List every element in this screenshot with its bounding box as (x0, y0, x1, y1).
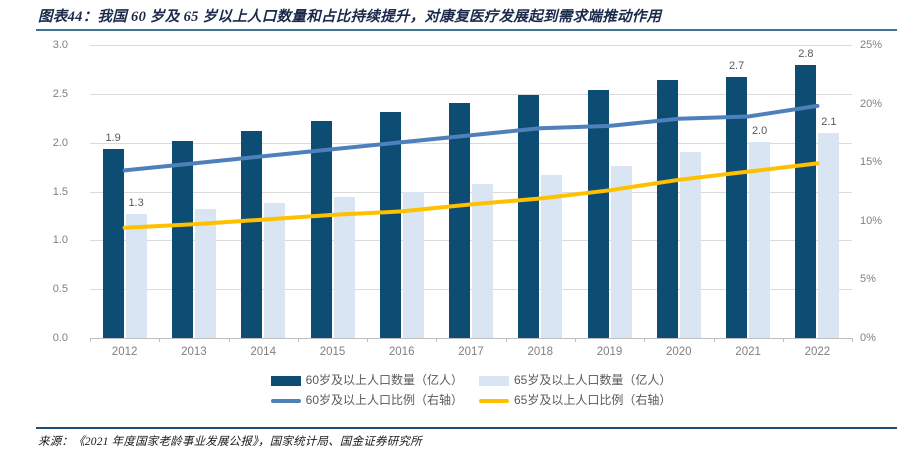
figure-title: 图表44：我国 60 岁及 65 岁以上人口数量和占比持续提升，对康复医疗发展起… (38, 9, 662, 25)
bar-pop65-2021 (749, 141, 771, 338)
bar-value-label: 2.8 (798, 47, 814, 60)
bar-pop60-2015 (310, 121, 332, 338)
x-axis-tick (852, 338, 853, 342)
bar-pop60-2019 (587, 89, 609, 338)
y-axis-label-right: 20% (860, 97, 883, 110)
legend-label-pop60: 60岁及以上人口数量（亿人） (305, 373, 463, 387)
y-axis-label-left: 2.0 (52, 136, 68, 149)
y-axis-label-right: 15% (860, 156, 883, 169)
legend-swatch-ratio60 (270, 398, 301, 403)
x-axis-tick (574, 338, 576, 342)
y-axis-label-right: 25% (860, 39, 883, 51)
y-axis-label-right: 10% (860, 214, 883, 227)
line-ratio60 (122, 103, 820, 173)
y-axis-label-left: 1.5 (52, 185, 68, 198)
legend-item-ratio60: 60岁及以上人口比例（右轴） (270, 393, 463, 408)
x-axis-label: 2017 (458, 346, 484, 358)
title-divider (36, 29, 897, 31)
x-axis-tick (228, 338, 230, 342)
x-axis-label: 2012 (111, 346, 138, 358)
x-axis-tick (713, 338, 715, 342)
chart-legend: 60岁及以上人口数量（亿人） 65岁及以上人口数量（亿人） 60岁及以上人口比例（右… (90, 373, 852, 408)
y-axis-label-right: 5% (860, 273, 876, 286)
bar-pop65-2018 (541, 174, 563, 338)
x-axis-label: 2020 (666, 346, 692, 358)
x-axis-label: 2016 (388, 346, 415, 358)
line-ratio65 (122, 161, 820, 230)
bar-pop60-2013 (171, 140, 193, 338)
bar-value-label: 1.3 (128, 197, 144, 209)
bar-pop65-2017 (472, 183, 493, 338)
legend-item-pop60: 60岁及以上人口数量（亿人） (270, 373, 463, 388)
bar-pop65-2020 (679, 151, 701, 338)
x-axis-tick (297, 338, 299, 342)
x-axis-label: 2013 (181, 346, 207, 358)
x-axis-label: 2022 (804, 346, 831, 358)
bar-pop65-2016 (402, 191, 424, 338)
footer-divider (36, 427, 897, 429)
bar-pop60-2012 (102, 148, 124, 338)
x-axis-label: 2021 (735, 346, 761, 358)
y-axis-label-left: 3.0 (52, 39, 68, 51)
source-note: 来源：《2021 年度国家老龄事业发展公报》，国家统计局、国金证券研究所 (38, 436, 422, 448)
x-axis-line (90, 338, 852, 339)
gridline (90, 289, 852, 291)
y-axis-label-left: 1.0 (52, 234, 68, 247)
legend-swatch-ratio65 (479, 398, 509, 403)
bar-pop60-2014 (241, 130, 263, 338)
bar-pop60-2021 (726, 77, 748, 338)
x-axis-tick (159, 338, 161, 342)
bar-pop60-2022 (795, 64, 817, 338)
x-axis-label: 2015 (319, 346, 346, 358)
x-axis-tick (644, 338, 646, 342)
y-axis-label-left: 0.5 (52, 283, 68, 296)
legend-row: 60岁及以上人口数量（亿人） 65岁及以上人口数量（亿人） (270, 373, 671, 388)
legend-label-ratio60: 60岁及以上人口比例（右轴） (305, 393, 463, 407)
x-axis-tick (436, 338, 438, 342)
bar-value-label: 2.7 (728, 60, 745, 73)
x-axis-tick (782, 338, 784, 342)
x-axis-tick (505, 338, 507, 342)
legend-label-ratio65: 65岁及以上人口比例（右轴） (514, 393, 672, 407)
bar-pop65-2012 (125, 214, 147, 338)
gridline (90, 93, 852, 95)
legend-swatch-pop65 (479, 375, 509, 386)
legend-label-pop65: 65岁及以上人口数量（亿人） (514, 373, 672, 387)
bar-pop60-2016 (379, 112, 401, 338)
bar-value-label: 2.0 (751, 124, 768, 137)
gridline (90, 45, 852, 46)
bar-pop65-2022 (818, 132, 840, 338)
x-axis-label: 2019 (596, 346, 623, 358)
legend-item-ratio65: 65岁及以上人口比例（右轴） (479, 393, 671, 408)
bar-pop60-2018 (518, 94, 540, 338)
x-axis-tick (90, 338, 91, 342)
x-axis-label: 2018 (527, 346, 554, 358)
x-axis-tick (367, 338, 369, 342)
y-axis-label-left: 2.5 (52, 87, 68, 100)
legend-swatch-pop60 (270, 375, 301, 386)
bar-pop65-2019 (610, 166, 632, 338)
legend-row: 60岁及以上人口比例（右轴） 65岁及以上人口比例（右轴） (270, 393, 671, 408)
x-axis-label: 2014 (250, 346, 276, 358)
bar-value-label: 1.9 (105, 131, 121, 144)
y-axis-label-left: 0.0 (52, 332, 68, 344)
bar-pop60-2020 (656, 80, 678, 338)
bar-pop65-2014 (264, 203, 286, 338)
bar-pop65-2013 (194, 209, 216, 338)
bar-value-label: 2.1 (821, 115, 837, 128)
gridline (90, 240, 852, 242)
bar-pop65-2015 (333, 197, 355, 338)
bar-pop60-2017 (449, 102, 470, 338)
legend-item-pop65: 65岁及以上人口数量（亿人） (479, 373, 671, 388)
y-axis-label-right: 0% (860, 332, 876, 344)
